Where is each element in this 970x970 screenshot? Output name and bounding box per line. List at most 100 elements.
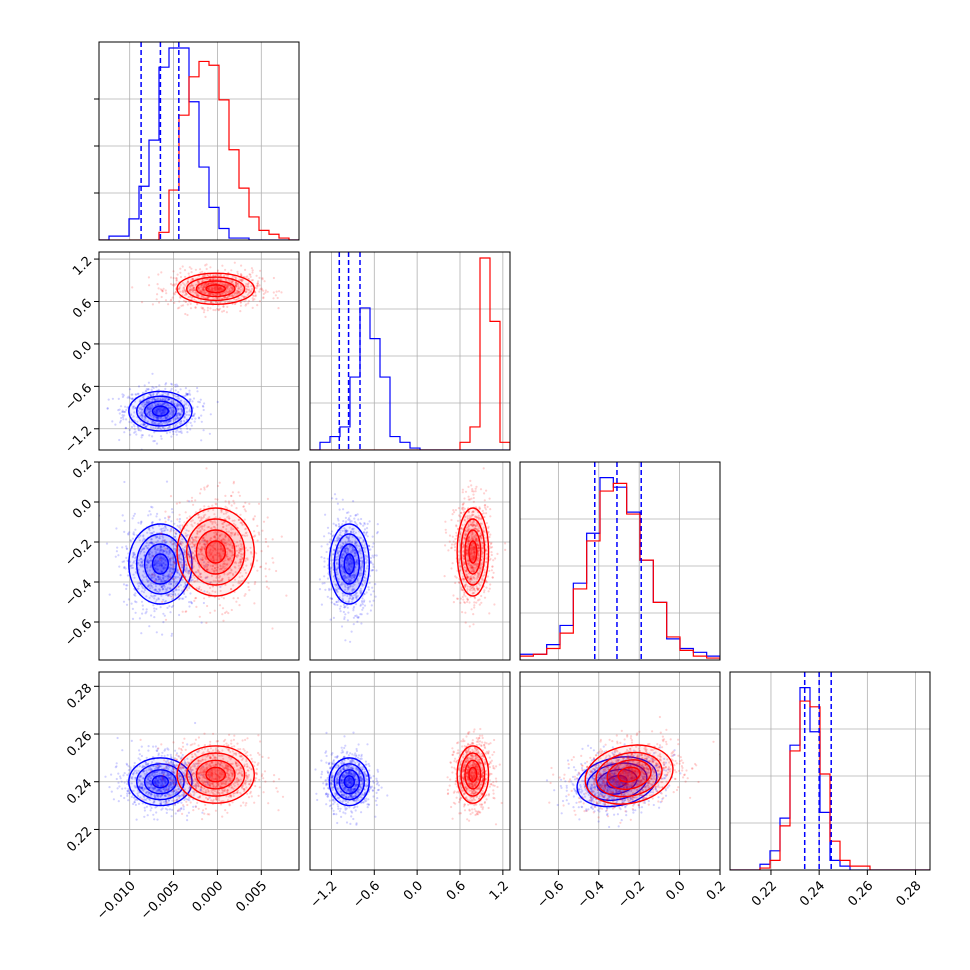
sample-point: [204, 291, 207, 294]
sample-point: [352, 616, 355, 619]
sample-point: [144, 545, 147, 548]
sample-point: [196, 405, 199, 408]
sample-point: [206, 278, 209, 281]
panel-2-2: [520, 462, 720, 660]
sample-point: [209, 282, 212, 285]
sample-point: [163, 398, 166, 401]
sample-point: [478, 603, 481, 606]
histogram-series_b: [730, 700, 930, 870]
sample-point: [131, 617, 135, 621]
sample-point: [207, 282, 210, 286]
sample-point: [129, 433, 132, 436]
sample-point: [189, 560, 192, 563]
sample-point: [170, 539, 174, 542]
sample-point: [159, 410, 162, 413]
sample-point: [473, 604, 476, 607]
sample-point: [171, 406, 174, 409]
sample-point: [236, 283, 239, 286]
sample-point: [255, 552, 258, 555]
sample-point: [264, 575, 267, 578]
sample-point: [186, 517, 189, 520]
sample-point: [167, 518, 170, 521]
sample-point: [376, 523, 379, 526]
sample-point: [216, 296, 219, 300]
sample-point: [168, 413, 172, 416]
sample-point: [225, 283, 228, 287]
sample-point: [161, 398, 164, 401]
sample-point: [163, 407, 166, 410]
sample-point: [202, 286, 205, 289]
sample-point: [121, 546, 124, 549]
sample-point: [152, 422, 156, 425]
sample-point: [152, 386, 155, 390]
sample-point: [372, 556, 375, 559]
sample-point: [199, 507, 202, 511]
sample-point: [272, 561, 275, 564]
sample-point: [217, 288, 220, 291]
sample-point: [205, 267, 208, 271]
sample-point: [206, 296, 209, 299]
sample-point: [160, 409, 163, 412]
sample-point: [161, 535, 164, 538]
sample-point: [189, 288, 192, 291]
sample-point: [366, 522, 369, 526]
sample-point: [158, 410, 161, 413]
sample-point: [184, 595, 187, 599]
sample-point: [161, 548, 164, 551]
sample-point: [224, 278, 228, 281]
sample-point: [157, 597, 160, 600]
sample-point: [175, 589, 178, 592]
sample-point: [326, 543, 329, 546]
sample-point: [245, 287, 248, 291]
sample-point: [169, 551, 172, 554]
sample-point: [240, 285, 243, 289]
sample-point: [159, 606, 162, 609]
sample-point: [147, 547, 150, 550]
sample-point: [208, 293, 211, 296]
sample-point: [137, 585, 140, 588]
sample-point: [155, 541, 158, 544]
sample-point: [212, 308, 215, 312]
sample-point: [162, 426, 165, 429]
sample-point: [205, 263, 208, 266]
sample-point: [170, 557, 173, 560]
sample-point: [144, 403, 147, 406]
sample-point: [250, 279, 253, 282]
sample-point: [349, 640, 352, 643]
sample-point: [227, 285, 230, 288]
sample-point: [184, 312, 187, 316]
sample-point: [152, 530, 155, 533]
sample-point: [194, 268, 197, 271]
sample-point: [192, 503, 195, 506]
sample-point: [285, 594, 288, 597]
sample-point: [182, 291, 185, 294]
sample-point: [164, 547, 167, 551]
sample-point: [210, 301, 213, 304]
sample-point: [235, 282, 238, 285]
sample-point: [164, 299, 168, 302]
sample-point: [474, 487, 477, 490]
sample-point: [162, 598, 165, 601]
sample-point: [175, 404, 178, 407]
sample-point: [132, 407, 135, 410]
sample-point: [198, 615, 201, 618]
sample-point: [249, 273, 252, 276]
sample-point: [175, 282, 178, 285]
sample-point: [149, 398, 152, 401]
sample-point: [244, 501, 247, 504]
sample-point: [231, 287, 234, 290]
sample-point: [160, 531, 163, 534]
sample-point: [371, 545, 374, 548]
sample-point: [140, 413, 143, 416]
sample-point: [219, 301, 222, 304]
sample-point: [170, 435, 173, 438]
sample-point: [272, 297, 275, 300]
sample-point: [132, 405, 136, 408]
sample-point: [188, 289, 191, 292]
sample-point: [228, 284, 232, 287]
sample-point: [225, 287, 229, 290]
sample-point: [220, 288, 223, 291]
sample-point: [172, 413, 175, 416]
sample-point: [111, 420, 114, 423]
sample-point: [262, 296, 265, 299]
